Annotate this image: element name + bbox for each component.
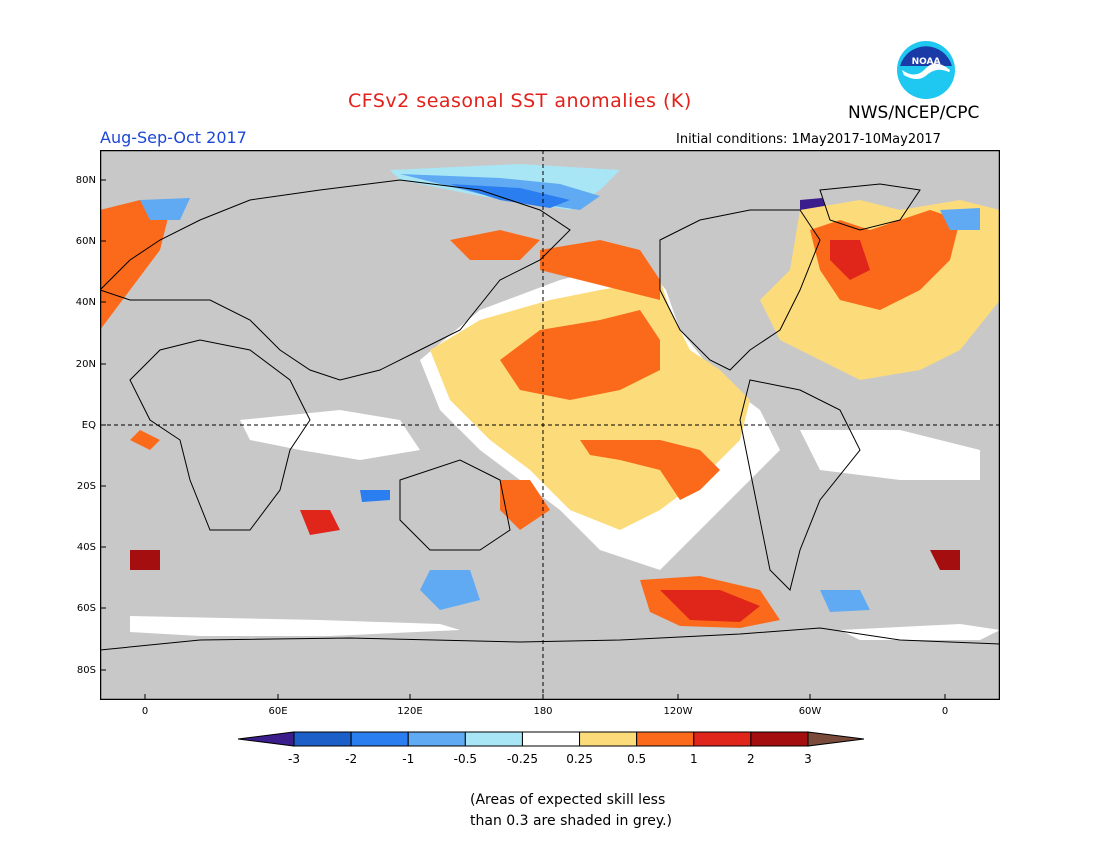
colorbar-label: 2: [747, 752, 755, 766]
colorbar-label: -1: [402, 752, 415, 766]
colorbar-segment-3: [407, 731, 466, 747]
lon-label-60e: 60E: [268, 706, 288, 717]
lat-label-60s: 60S: [76, 603, 96, 614]
southern-ocean-anomalies: [130, 576, 1000, 640]
colorbar-segment-5: [521, 731, 581, 747]
coastlines: [100, 179, 1000, 651]
noaa-logo: NOAA: [897, 41, 955, 99]
atlantic-anomalies: [100, 200, 1000, 570]
lat-label-60n: 60N: [75, 236, 96, 247]
cool-anomalies: [140, 198, 980, 612]
initial-conditions-label: Initial conditions: 1May2017-10May2017: [676, 132, 941, 147]
lon-label-120w: 120W: [663, 706, 693, 717]
skill-note-line2: than 0.3 are shaded in grey.): [470, 813, 673, 829]
colorbar-segment-4: [464, 731, 523, 747]
colorbar-label: 3: [804, 752, 812, 766]
skill-note: (Areas of expected skill less than 0.3 a…: [470, 790, 672, 832]
colorbar-segment-9: [750, 731, 809, 747]
lon-label-60w: 60W: [798, 706, 822, 717]
colorbar-label: 1: [689, 752, 698, 766]
colorbar-label: -0.5: [453, 752, 478, 766]
lon-label-180: 180: [533, 706, 553, 717]
season-label: Aug-Sep-Oct 2017: [100, 128, 247, 147]
colorbar: [238, 731, 864, 747]
pacific-anomalies: [420, 230, 780, 570]
colorbar-segment-7: [636, 731, 695, 747]
lon-label-0-right: 0: [941, 706, 949, 717]
colorbar-label: -2: [345, 752, 358, 766]
agency-label: NWS/NCEP/CPC: [848, 103, 980, 123]
colorbar-label: 0.5: [627, 752, 647, 766]
colorbar-segment-max: [807, 731, 864, 747]
lon-label-0-left: 0: [141, 706, 149, 717]
lat-label-80s: 80S: [76, 665, 96, 676]
colorbar-label: -0.25: [506, 752, 538, 766]
logo-text: NOAA: [912, 57, 941, 67]
axis-ticks: [100, 179, 946, 700]
lat-label-40s: 40S: [76, 542, 96, 553]
colorbar-label: -3: [288, 752, 300, 766]
lat-label-40n: 40N: [75, 297, 96, 308]
colorbar-segment-6: [579, 731, 638, 747]
colorbar-segment-8: [693, 731, 752, 747]
skill-note-line1: (Areas of expected skill less: [470, 792, 666, 808]
lat-label-20s: 20S: [76, 481, 96, 492]
lat-label-eq: EQ: [81, 420, 96, 431]
lat-label-20n: 20N: [75, 359, 96, 370]
colorbar-segment-2: [350, 731, 409, 747]
colorbar-segment-min: [238, 731, 295, 747]
lon-label-120e: 120E: [397, 706, 423, 717]
colorbar-label: 0.25: [566, 752, 593, 766]
sst-anomaly-map: [100, 150, 1000, 700]
map-title: CFSv2 seasonal SST anomalies (K): [348, 90, 692, 112]
colorbar-segment-1: [293, 731, 352, 747]
lat-label-80n: 80N: [75, 175, 96, 186]
